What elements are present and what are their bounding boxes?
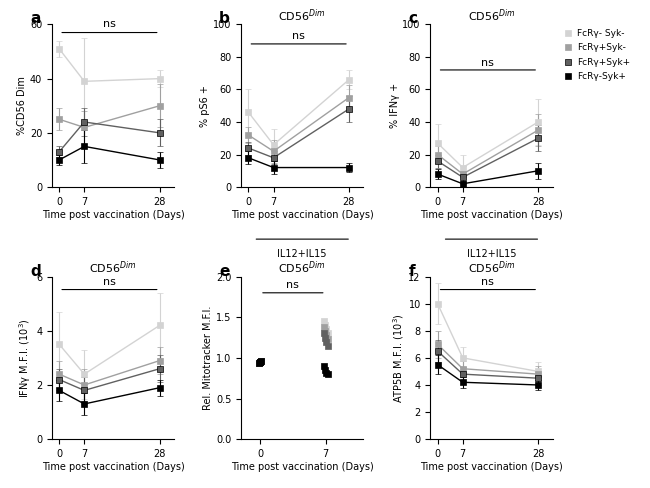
Y-axis label: ATP5B M.F.I. (10$^3$): ATP5B M.F.I. (10$^3$) — [391, 313, 406, 403]
Y-axis label: IFNγ M.F.I. (10$^3$): IFNγ M.F.I. (10$^3$) — [18, 318, 33, 398]
Point — [321, 338, 332, 346]
Point — [256, 357, 266, 365]
Legend: FcRγ- Syk-, FcRγ+Syk-, FcRγ+Syk+, FcRγ-Syk+: FcRγ- Syk-, FcRγ+Syk-, FcRγ+Syk+, FcRγ-S… — [563, 29, 630, 81]
Point — [255, 358, 266, 366]
Text: e: e — [219, 264, 229, 279]
Point — [254, 358, 265, 366]
Title: CD56$^{Dim}$: CD56$^{Dim}$ — [89, 259, 137, 276]
X-axis label: Time post vaccination (Days): Time post vaccination (Days) — [231, 209, 374, 220]
Point — [321, 331, 332, 339]
Point — [254, 359, 264, 366]
Point — [322, 370, 333, 378]
Point — [320, 366, 330, 374]
Text: IL12+IL15: IL12+IL15 — [467, 249, 516, 259]
Text: b: b — [219, 11, 230, 26]
Point — [255, 358, 266, 366]
Y-axis label: % pS6 +: % pS6 + — [200, 85, 211, 127]
Point — [254, 359, 264, 366]
Point — [318, 362, 329, 370]
X-axis label: Time post vaccination (Days): Time post vaccination (Days) — [420, 209, 563, 220]
Point — [320, 327, 330, 335]
Point — [254, 358, 265, 366]
Title: CD56$^{Dim}$: CD56$^{Dim}$ — [278, 259, 326, 276]
X-axis label: Time post vaccination (Days): Time post vaccination (Days) — [420, 462, 563, 472]
X-axis label: Time post vaccination (Days): Time post vaccination (Days) — [42, 462, 185, 472]
Y-axis label: % IFNγ +: % IFNγ + — [389, 83, 400, 128]
Point — [321, 368, 332, 376]
Point — [254, 359, 264, 366]
Point — [255, 358, 266, 366]
Point — [256, 357, 266, 365]
Point — [318, 329, 329, 337]
Y-axis label: Rel. Mitotracker M.F.I.: Rel. Mitotracker M.F.I. — [203, 305, 213, 410]
Text: ns: ns — [482, 58, 494, 68]
Text: f: f — [408, 264, 415, 279]
Point — [318, 317, 329, 325]
Text: ns: ns — [292, 31, 305, 41]
Point — [254, 358, 265, 366]
Y-axis label: %CD56 Dim: %CD56 Dim — [17, 76, 27, 135]
Text: d: d — [30, 264, 41, 279]
Title: CD56$^{Dim}$: CD56$^{Dim}$ — [467, 7, 515, 23]
Point — [322, 335, 333, 343]
Text: ns: ns — [103, 277, 116, 286]
Point — [318, 323, 329, 331]
Point — [322, 329, 333, 337]
X-axis label: Time post vaccination (Days): Time post vaccination (Days) — [42, 209, 185, 220]
Title: CD56$^{Dim}$: CD56$^{Dim}$ — [467, 259, 515, 276]
Text: ns: ns — [287, 280, 299, 290]
Point — [320, 334, 330, 342]
Point — [320, 322, 330, 329]
X-axis label: Time post vaccination (Days): Time post vaccination (Days) — [231, 462, 374, 472]
Text: a: a — [30, 11, 40, 26]
Point — [322, 342, 333, 349]
Point — [256, 357, 266, 365]
Text: ns: ns — [103, 20, 116, 29]
Text: ns: ns — [482, 277, 494, 286]
Point — [321, 325, 332, 333]
Text: c: c — [408, 11, 417, 26]
Point — [254, 359, 264, 366]
Point — [255, 358, 266, 366]
Text: IL12+IL15: IL12+IL15 — [278, 249, 327, 259]
Point — [256, 357, 266, 365]
Title: CD56$^{Dim}$: CD56$^{Dim}$ — [278, 7, 326, 23]
Point — [254, 358, 265, 366]
